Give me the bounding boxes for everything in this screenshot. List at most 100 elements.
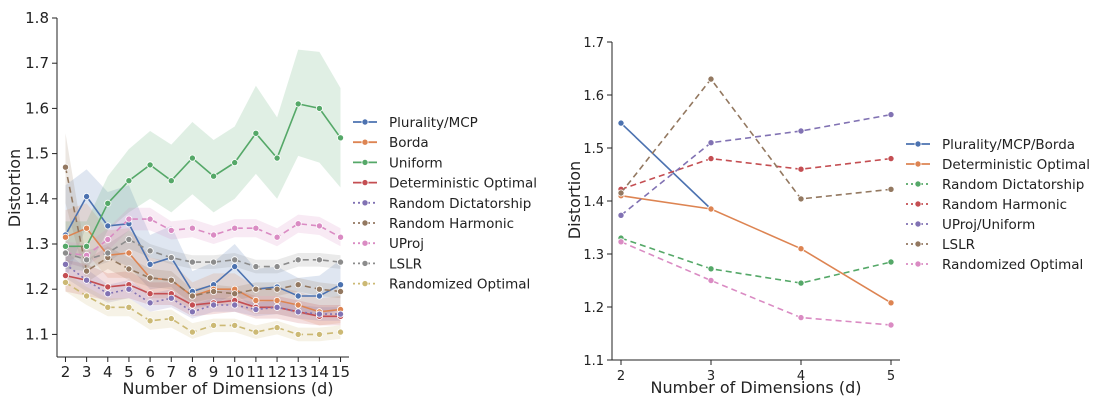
data-point-random-dictatorship bbox=[887, 258, 895, 266]
data-point-lslr bbox=[167, 254, 175, 262]
legend-marker-random-harmonic bbox=[914, 200, 922, 208]
data-point-randomized-optimal bbox=[707, 276, 715, 284]
data-point-random-harmonic bbox=[125, 265, 133, 273]
legend-marker-lslr bbox=[914, 240, 922, 248]
legend-marker-random-dictatorship bbox=[914, 180, 922, 188]
data-point-uproj-uniform bbox=[617, 211, 625, 219]
data-point-uniform bbox=[146, 161, 154, 169]
data-point-lslr bbox=[210, 258, 218, 266]
series-line-randomized-optimal bbox=[620, 241, 892, 326]
legend-marker-randomized-optimal bbox=[361, 280, 369, 288]
legend-marker-borda bbox=[361, 138, 369, 146]
data-point-randomized-optimal bbox=[210, 321, 218, 329]
legend-entry: LSLR bbox=[942, 237, 975, 253]
confidence-band-uproj bbox=[65, 207, 341, 267]
data-point-borda bbox=[62, 233, 70, 241]
data-point-uniform bbox=[210, 172, 218, 180]
legend-marker-plurality-mcp-borda bbox=[914, 140, 922, 148]
legend-marker-random-harmonic bbox=[361, 219, 369, 227]
series-line-uproj bbox=[65, 218, 341, 257]
data-point-random-dictatorship bbox=[797, 279, 805, 287]
confidence-band-random-dictatorship bbox=[65, 250, 341, 321]
series-line-plurality-mcp-borda bbox=[620, 122, 712, 210]
data-point-uniform bbox=[62, 242, 70, 250]
legend-marker-deterministic-optimal bbox=[914, 160, 922, 168]
data-point-uniform bbox=[167, 177, 175, 185]
legend: Plurality/MCP Borda Uniform Deterministic O… bbox=[353, 115, 537, 293]
data-point-random-harmonic bbox=[252, 285, 260, 293]
data-point-borda bbox=[252, 296, 260, 304]
data-point-random-dictatorship bbox=[188, 308, 196, 316]
y-axis-label: Distortion bbox=[5, 149, 24, 227]
data-point-uproj-uniform bbox=[887, 111, 895, 119]
data-point-random-dictatorship bbox=[210, 301, 218, 309]
data-point-lslr bbox=[104, 249, 112, 257]
data-point-random-dictatorship bbox=[315, 310, 323, 318]
legend-entry: Random Harmonic bbox=[942, 197, 1067, 213]
data-point-uproj bbox=[231, 224, 239, 232]
series-line-uproj-uniform bbox=[620, 113, 892, 216]
data-point-randomized-optimal bbox=[125, 303, 133, 311]
x-tick-label: 4 bbox=[103, 363, 113, 381]
x-tick-label: 5 bbox=[887, 369, 895, 384]
legend-marker-randomized-optimal bbox=[914, 260, 922, 268]
confidence-band-uniform bbox=[65, 49, 341, 272]
data-point-random-dictatorship bbox=[146, 299, 154, 307]
data-point-plurality-mcp bbox=[104, 222, 112, 230]
y-tick-label: 1.5 bbox=[25, 145, 49, 163]
legend-entry: Deterministic Optimal bbox=[389, 176, 537, 192]
data-point-randomized-optimal bbox=[294, 330, 302, 338]
series-line-lslr bbox=[620, 77, 892, 200]
data-point-random-harmonic bbox=[83, 267, 91, 275]
series-line-deterministic-optimal bbox=[620, 194, 892, 304]
series-line-random-dictatorship bbox=[620, 237, 892, 284]
y-tick-label: 1.8 bbox=[25, 9, 49, 27]
data-point-random-harmonic bbox=[273, 285, 281, 293]
y-tick-label: 1.6 bbox=[583, 89, 604, 104]
data-point-lslr bbox=[83, 256, 91, 264]
series-line-random-dictatorship bbox=[65, 263, 341, 315]
legend-entry: Uniform bbox=[389, 155, 443, 171]
data-point-deterministic-optimal bbox=[797, 245, 805, 253]
data-point-random-harmonic bbox=[231, 290, 239, 298]
data-point-randomized-optimal bbox=[273, 324, 281, 332]
y-tick-label: 1.3 bbox=[583, 248, 604, 263]
data-point-random-harmonic bbox=[315, 285, 323, 293]
series-line-borda bbox=[65, 227, 341, 313]
data-point-random-dictatorship bbox=[336, 310, 344, 318]
data-point-random-harmonic bbox=[62, 163, 70, 171]
data-point-uproj bbox=[104, 235, 112, 243]
data-point-random-dictatorship bbox=[104, 290, 112, 298]
data-point-random-dictatorship bbox=[273, 303, 281, 311]
data-point-randomized-optimal bbox=[252, 328, 260, 336]
legend-entry: Random Dictatorship bbox=[942, 177, 1084, 193]
y-tick-label: 1.5 bbox=[583, 142, 604, 157]
x-axis-label: Number of Dimensions (d) bbox=[123, 379, 334, 398]
data-point-uproj bbox=[273, 233, 281, 241]
data-point-lslr bbox=[188, 258, 196, 266]
x-tick-label: 15 bbox=[331, 363, 350, 381]
data-point-lslr bbox=[125, 235, 133, 243]
data-point-borda bbox=[294, 301, 302, 309]
data-point-random-harmonic bbox=[146, 274, 154, 282]
data-point-lslr bbox=[273, 263, 281, 271]
data-point-plurality-mcp bbox=[83, 192, 91, 200]
data-point-random-harmonic bbox=[210, 287, 218, 295]
data-point-randomized-optimal bbox=[62, 278, 70, 286]
data-point-randomized-optimal bbox=[617, 238, 625, 246]
legend-entry: Random Dictatorship bbox=[389, 196, 531, 212]
data-point-lslr bbox=[62, 249, 70, 257]
series-line-deterministic-optimal bbox=[65, 274, 341, 318]
data-point-uproj bbox=[125, 215, 133, 223]
data-point-randomized-optimal bbox=[797, 314, 805, 322]
y-tick-label: 1.3 bbox=[25, 235, 49, 253]
legend-entry: Random Harmonic bbox=[389, 216, 514, 232]
data-point-uniform bbox=[231, 159, 239, 167]
chart-right: 1.1 1.2 1.3 1.4 1.5 1.6 1.7 2 3 4 5 Number of Dimen… bbox=[565, 36, 1090, 397]
data-point-uproj bbox=[294, 220, 302, 228]
data-point-randomized-optimal bbox=[887, 321, 895, 329]
data-point-uproj bbox=[167, 226, 175, 234]
data-point-random-dictatorship bbox=[83, 276, 91, 284]
data-point-uproj-uniform bbox=[707, 139, 715, 147]
